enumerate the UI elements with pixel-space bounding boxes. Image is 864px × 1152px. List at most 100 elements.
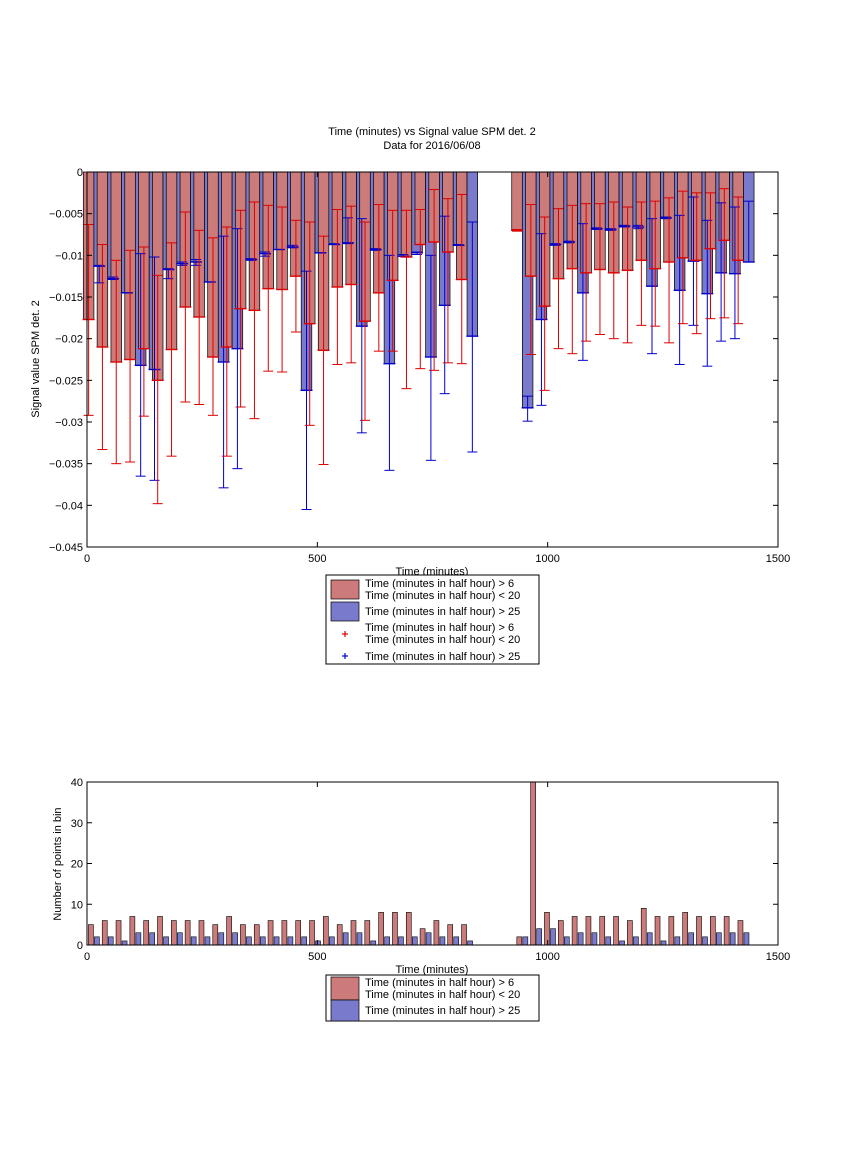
count-bar bbox=[577, 932, 584, 946]
count-bar bbox=[204, 936, 211, 946]
count-bar bbox=[654, 916, 661, 946]
count-bar bbox=[226, 916, 232, 946]
count-legend-label: Time (minutes in half hour) > 25 bbox=[365, 1005, 520, 1017]
count-bar bbox=[115, 920, 122, 946]
count-bar bbox=[605, 936, 612, 946]
signal-y-tick-label: −0.045 bbox=[49, 542, 83, 554]
signal-y-tick-label: −0.04 bbox=[55, 500, 83, 512]
count-chart: 0 10 20 30 40 0 500 1000 1500 Time (minutes) Nu… bbox=[52, 777, 790, 1022]
signal-bar bbox=[511, 171, 523, 231]
count-bar bbox=[571, 916, 578, 946]
signal-y-tick-label: −0.035 bbox=[49, 459, 83, 471]
count-bar bbox=[315, 940, 321, 946]
count-y-axis: 0 10 20 30 40 bbox=[71, 777, 778, 952]
signal-legend-label: Time (minutes in half hour) > 25 bbox=[365, 606, 520, 618]
signal-y-axis: 0 −0.005 −0.01 −0.015 −0.02 −0.025 −0.03 −0.035… bbox=[49, 167, 778, 554]
count-bar bbox=[350, 920, 357, 946]
signal-y-tick-label: −0.03 bbox=[55, 417, 83, 429]
count-bar bbox=[163, 936, 169, 946]
signal-x-tick-label: 500 bbox=[308, 553, 326, 565]
count-bar bbox=[585, 916, 592, 946]
count-bar bbox=[544, 912, 550, 946]
signal-x-axis: 0 500 1000 1500 bbox=[84, 172, 790, 565]
count-bar bbox=[259, 936, 266, 946]
signal-legend-swatch bbox=[330, 601, 360, 622]
chart-title: Time (minutes) vs Signal value SPM det. … bbox=[328, 126, 535, 138]
signal-y-axis-label: Signal value SPM det. 2 bbox=[30, 300, 42, 417]
signal-legend-label: Time (minutes in half hour) > 25 bbox=[365, 651, 520, 663]
count-bar bbox=[171, 920, 177, 946]
count-y-tick-label: 0 bbox=[77, 940, 83, 952]
count-bar bbox=[522, 936, 529, 946]
signal-y-tick-label: −0.015 bbox=[49, 292, 83, 304]
count-bar bbox=[557, 920, 564, 946]
chart-subtitle: Data for 2016/06/08 bbox=[383, 140, 480, 152]
count-bar bbox=[336, 924, 343, 946]
count-bar bbox=[129, 916, 136, 946]
count-bar bbox=[107, 936, 114, 946]
count-bar bbox=[101, 920, 108, 946]
count-bar bbox=[143, 920, 149, 946]
count-bar bbox=[94, 936, 100, 946]
count-bar bbox=[281, 920, 288, 946]
count-bar bbox=[716, 932, 722, 946]
count-bar bbox=[674, 936, 681, 946]
count-bar bbox=[563, 936, 570, 946]
count-bar bbox=[253, 924, 260, 946]
signal-y-tick-label: −0.005 bbox=[49, 209, 83, 221]
count-bar bbox=[157, 916, 163, 946]
count-y-tick-label: 30 bbox=[71, 818, 83, 830]
count-legend-label: Time (minutes in half hour) > 6 bbox=[365, 977, 514, 989]
count-bar bbox=[536, 928, 542, 946]
count-bar bbox=[88, 924, 94, 946]
count-bar bbox=[419, 928, 426, 946]
signal-legend-label: Time (minutes in half hour) < 20 bbox=[365, 634, 520, 646]
count-bar bbox=[640, 908, 647, 946]
count-legend: Time (minutes in half hour) > 6 Time (min… bbox=[325, 974, 540, 1022]
count-bar bbox=[177, 932, 183, 946]
count-bar bbox=[398, 936, 404, 946]
count-bar bbox=[660, 940, 667, 946]
count-bar bbox=[323, 916, 329, 946]
count-x-tick-label: 1000 bbox=[535, 951, 559, 963]
count-bar bbox=[301, 936, 308, 946]
count-bar bbox=[627, 920, 633, 946]
count-legend-swatch bbox=[330, 976, 360, 1001]
count-bar bbox=[633, 936, 639, 946]
count-bar bbox=[743, 932, 750, 946]
signal-x-tick-label: 1000 bbox=[535, 553, 559, 565]
count-bar bbox=[425, 932, 432, 946]
count-y-tick-label: 10 bbox=[71, 899, 83, 911]
count-bar bbox=[710, 916, 716, 946]
signal-y-tick-label: −0.01 bbox=[55, 250, 83, 262]
count-x-axis: 0 500 1000 1500 bbox=[84, 782, 790, 963]
count-bar bbox=[121, 940, 128, 946]
count-y-tick-label: 40 bbox=[71, 777, 83, 789]
count-bar bbox=[453, 936, 460, 946]
count-bar bbox=[309, 920, 315, 946]
count-bar bbox=[287, 936, 294, 946]
count-bar bbox=[613, 916, 619, 946]
count-bar bbox=[240, 924, 246, 946]
signal-x-tick-label: 1500 bbox=[766, 553, 790, 565]
count-bar bbox=[378, 912, 384, 946]
count-bar bbox=[439, 936, 446, 946]
count-bar bbox=[696, 916, 702, 946]
count-bar bbox=[149, 932, 155, 946]
count-bar bbox=[591, 932, 598, 946]
count-legend-swatch bbox=[330, 999, 360, 1022]
count-bar bbox=[405, 912, 412, 946]
count-bar bbox=[295, 920, 302, 946]
count-x-tick-label: 500 bbox=[308, 951, 326, 963]
count-bar bbox=[190, 936, 197, 946]
count-bar bbox=[619, 940, 625, 946]
count-y-axis-label: Number of points in bin bbox=[52, 807, 64, 920]
count-bar bbox=[342, 932, 349, 946]
signal-y-tick-label: 0 bbox=[77, 167, 83, 179]
signal-legend-label: Time (minutes in half hour) < 20 bbox=[365, 590, 520, 602]
count-bar bbox=[433, 920, 440, 946]
count-bar bbox=[273, 936, 280, 946]
count-bar bbox=[184, 920, 191, 946]
